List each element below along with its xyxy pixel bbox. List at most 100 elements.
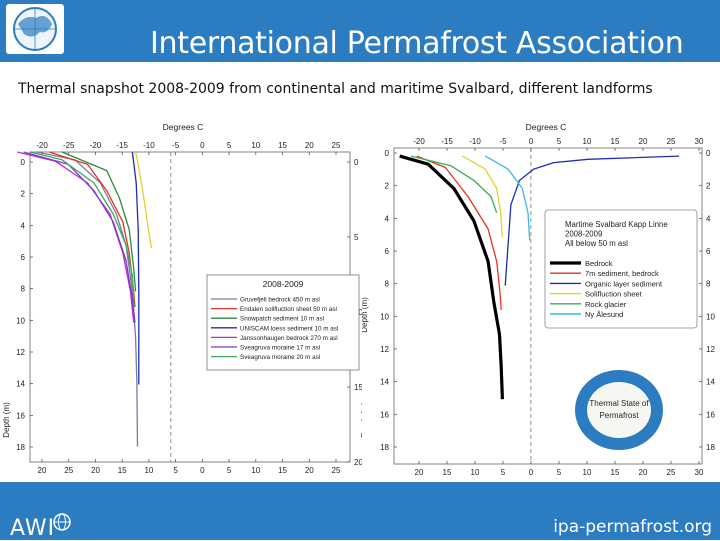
left-tick-label: 12 [380,345,389,354]
page-subtitle: Thermal snapshot 2008-2009 from continen… [18,81,653,97]
bottom-tick-label: 10 [471,468,480,477]
top-tick-label: -15 [441,137,453,146]
ipa-website-link[interactable]: ipa-permafrost.org [553,517,712,537]
legend-entry: Snowpatch sediment 10 m asl [240,316,324,323]
bottom-tick-label: 15 [278,466,287,475]
y-axis-label: Depth (m) [2,402,11,438]
legend-entry: Sveagruva moraine 17 m asl [240,345,320,352]
series-line-0 [399,154,504,400]
y-axis-label: Depth (m) [362,297,369,333]
top-tick-label: 15 [278,141,287,150]
bottom-tick-label: 5 [173,466,178,475]
page-title: International Permafrost Association [150,26,684,61]
right-tick-label: 20 [354,458,362,467]
top-tick-label: -20 [413,137,425,146]
bottom-tick-label: 10 [144,466,153,475]
left-tick-label: 16 [380,410,389,419]
top-tick-label: 15 [611,137,620,146]
bottom-tick-label: 20 [639,468,648,477]
left-tick-label: 10 [380,312,389,321]
top-tick-label: 25 [332,141,341,150]
annotation-line: 2008-2009 [565,230,602,239]
legend-entry: Endalen solifluction sheet 50 m asl [240,306,337,313]
right-tick-label: 4 [706,214,711,223]
right-tick-label: 16 [706,410,715,419]
left-tick-label: 18 [16,443,25,452]
annotation-line: Martime Svalbard Kapp Linne [565,220,668,229]
x-axis-label: Degrees C [163,122,204,132]
bottom-tick-label: 5 [227,466,232,475]
right-tick-label: 0 [706,149,711,158]
legend-entry: 7m sediment, bedrock [585,269,659,278]
bottom-tick-label: 5 [557,468,562,477]
header-bar [0,0,720,62]
bottom-tick-label: 10 [583,468,592,477]
left-tick-label: 6 [21,253,26,262]
bottom-tick-label: 20 [91,466,100,475]
left-tick-label: 2 [385,182,390,191]
legend-entry: Organic layer sediment [585,279,663,288]
series-line-6 [29,151,135,308]
series-line-3 [131,151,140,385]
bottom-tick-label: 20 [38,466,47,475]
top-tick-label: -20 [36,141,48,150]
awi-globe-icon [53,513,71,531]
right-tick-label: 15 [354,383,362,392]
series-line-7 [134,151,153,249]
chart-panel-maritime: -20 -15 -10 -5 0 5 10 15 20 25 30 20 15 10 5 0 5 10 15 20 25… [360,120,720,482]
series-line-3 [462,155,504,238]
bottom-tick-label: 5 [501,468,506,477]
bottom-tick-label: 30 [695,468,704,477]
tsp-logo-text: Thermal State of [589,399,649,408]
left-tick-label: 6 [385,247,390,256]
left-tick-label: 4 [21,221,26,230]
top-tick-label: -10 [469,137,481,146]
bottom-tick-label: 15 [611,468,620,477]
x-axis-label: Degrees C [526,122,567,132]
right-tick-label: 5 [354,233,359,242]
top-tick-label: 10 [251,141,260,150]
left-tick-label: 8 [21,285,26,294]
legend-entry: Solifluction sheet [585,290,643,299]
ipa-globe-logo-icon [6,4,64,54]
top-tick-label: 30 [695,137,704,146]
left-tick-label: 0 [385,149,390,158]
top-tick-label: -25 [63,141,75,150]
left-tick-label: 12 [16,348,25,357]
top-tick-label: -15 [116,141,128,150]
legend-entry: Janssonhaugen bedrock 270 m asl [240,335,338,342]
legend-entry: Rock glacier [585,300,627,309]
right-tick-label: 8 [706,280,711,289]
chart-panel-continental: -20 -25 -20 -15 -10 -5 0 5 10 15 20 25 20 25 20 15 10 5 0 5… [0,120,369,482]
bottom-tick-label: 0 [200,466,205,475]
series-line-2 [61,151,137,292]
legend-entry: Bedrock [585,259,613,268]
left-tick-label: 14 [380,378,389,387]
left-tick-label: 4 [385,214,390,223]
awi-logo: AWI [10,516,56,541]
left-tick-label: 10 [16,316,25,325]
bottom-tick-label: 20 [415,468,424,477]
right-tick-label: 18 [706,443,715,452]
footer-bar [0,482,720,540]
series-line-4 [410,155,498,214]
top-tick-label: 20 [305,141,314,150]
left-tick-label: 16 [16,411,25,420]
top-tick-label: 10 [583,137,592,146]
right-tick-label: 6 [706,247,711,256]
legend-box [206,274,360,371]
right-tick-label: 14 [706,378,715,387]
series-line-5 [484,155,531,241]
legend-entry: Sveagruva moraine 20 m asl [240,354,320,361]
top-tick-label: -5 [172,141,180,150]
bottom-tick-label: 20 [305,466,314,475]
left-tick-label: 14 [16,380,25,389]
right-tick-label: 10 [706,312,715,321]
legend-box [544,209,698,329]
top-tick-label: -20 [90,141,102,150]
legend-entry: Ny Ålesund [585,310,623,319]
top-tick-label: -5 [499,137,507,146]
left-tick-label: 2 [21,190,26,199]
series-line-1 [416,155,502,311]
